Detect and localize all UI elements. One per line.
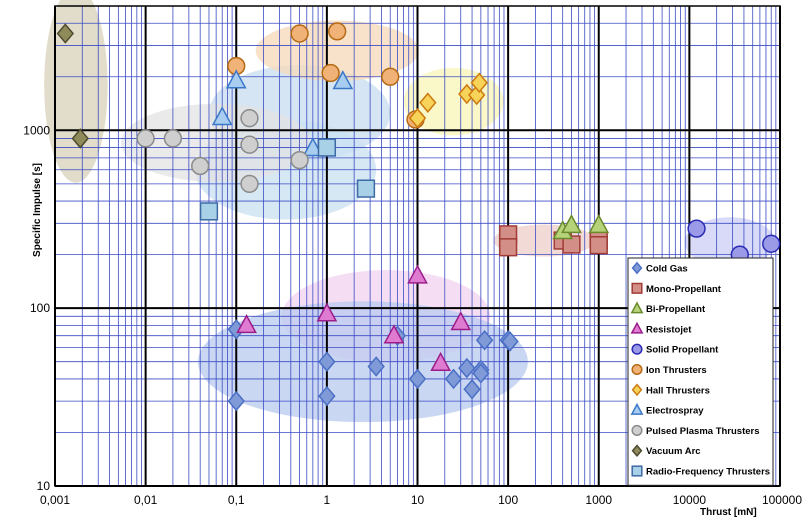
legend-box bbox=[627, 257, 774, 486]
data-point bbox=[227, 390, 245, 412]
data-point bbox=[136, 129, 155, 148]
x-tick-label: 100000 bbox=[762, 493, 802, 507]
data-point bbox=[225, 69, 247, 89]
data-point bbox=[56, 23, 75, 44]
legend-label: Resistojet bbox=[646, 324, 692, 335]
x-tick-label: 10000 bbox=[673, 493, 707, 507]
data-point bbox=[240, 135, 259, 154]
legend-marker bbox=[631, 383, 643, 397]
legend-label: Solid Propellant bbox=[646, 345, 719, 356]
x-tick-label: 10 bbox=[411, 493, 425, 507]
data-point bbox=[450, 311, 472, 331]
legend-label: Radio-Frequency Thrusters bbox=[646, 467, 770, 478]
data-point bbox=[71, 128, 89, 149]
data-point bbox=[199, 202, 219, 221]
data-point bbox=[318, 351, 336, 372]
data-point bbox=[191, 156, 210, 176]
data-point bbox=[163, 129, 183, 148]
data-point bbox=[328, 22, 347, 41]
y-tick-label: 10 bbox=[37, 479, 51, 493]
x-tick-label: 100 bbox=[498, 493, 518, 507]
x-tick-label: 1000 bbox=[585, 493, 612, 507]
data-point bbox=[562, 235, 581, 254]
legend-label: Mono-Propellant bbox=[646, 284, 722, 295]
data-point bbox=[463, 378, 481, 400]
legend-marker bbox=[631, 424, 643, 436]
data-point bbox=[588, 214, 610, 234]
data-point bbox=[290, 24, 309, 43]
data-point bbox=[211, 106, 233, 126]
x-tick-label: 1 bbox=[324, 493, 331, 507]
data-point bbox=[332, 70, 354, 90]
legend-label: Hall Thrusters bbox=[646, 385, 710, 396]
legend-marker bbox=[631, 363, 643, 376]
x-tick-label: 0,001 bbox=[40, 493, 70, 507]
data-point bbox=[240, 109, 259, 128]
data-point bbox=[458, 357, 476, 379]
data-point bbox=[762, 234, 781, 253]
legend-marker bbox=[631, 343, 643, 355]
legend-marker bbox=[631, 282, 643, 294]
data-point bbox=[383, 324, 405, 344]
tick-labels: 0,001 0,01 0,1 1 10 100 1000 10000 100000 10 100 10… bbox=[23, 123, 802, 507]
data-point bbox=[321, 63, 340, 83]
data-point bbox=[687, 219, 706, 238]
data-point bbox=[290, 150, 309, 170]
data-point bbox=[302, 137, 324, 157]
x-tick-label: 0,1 bbox=[228, 493, 245, 507]
x-axis-label: Thrust [mN] bbox=[700, 507, 757, 518]
data-point bbox=[498, 238, 518, 257]
y-tick-label: 100 bbox=[30, 301, 50, 315]
x-tick-label: 0,01 bbox=[134, 493, 158, 507]
data-point bbox=[475, 329, 494, 351]
y-axis-label: Specific Impulse [s] bbox=[32, 163, 43, 257]
data-point bbox=[444, 368, 463, 390]
data-point bbox=[561, 214, 582, 234]
legend-label: Pulsed Plasma Thrusters bbox=[646, 426, 760, 437]
legend-marker bbox=[630, 402, 644, 415]
legend-label: Vacuum Arc bbox=[646, 446, 701, 457]
legend: Cold Gas Mono-Propellant Bi-Propellant Resi… bbox=[627, 257, 774, 486]
data-point bbox=[318, 385, 336, 407]
data-point bbox=[430, 351, 451, 372]
legend-label: Ion Thrusters bbox=[646, 365, 707, 376]
data-points bbox=[56, 22, 781, 412]
legend-marker bbox=[631, 261, 643, 275]
data-point bbox=[472, 363, 490, 384]
legend-marker bbox=[630, 301, 644, 314]
y-tick-label: 1000 bbox=[23, 123, 50, 137]
data-point bbox=[236, 314, 257, 334]
data-point bbox=[381, 67, 400, 86]
data-point bbox=[470, 72, 488, 94]
legend-marker bbox=[631, 465, 643, 477]
data-point bbox=[356, 179, 376, 198]
data-point bbox=[408, 368, 427, 390]
data-point bbox=[501, 331, 519, 352]
data-point bbox=[589, 236, 608, 255]
legend-label: Bi-Propellant bbox=[646, 304, 706, 315]
data-point bbox=[407, 264, 428, 284]
legend-label: Cold Gas bbox=[646, 264, 688, 275]
data-point bbox=[240, 174, 259, 193]
legend-label: Electrospray bbox=[646, 406, 704, 417]
data-point bbox=[408, 107, 427, 129]
data-point bbox=[419, 92, 437, 113]
legend-marker bbox=[630, 321, 644, 334]
data-point bbox=[367, 356, 385, 377]
legend-marker bbox=[631, 444, 643, 458]
data-point bbox=[317, 138, 337, 157]
data-point bbox=[316, 302, 338, 322]
